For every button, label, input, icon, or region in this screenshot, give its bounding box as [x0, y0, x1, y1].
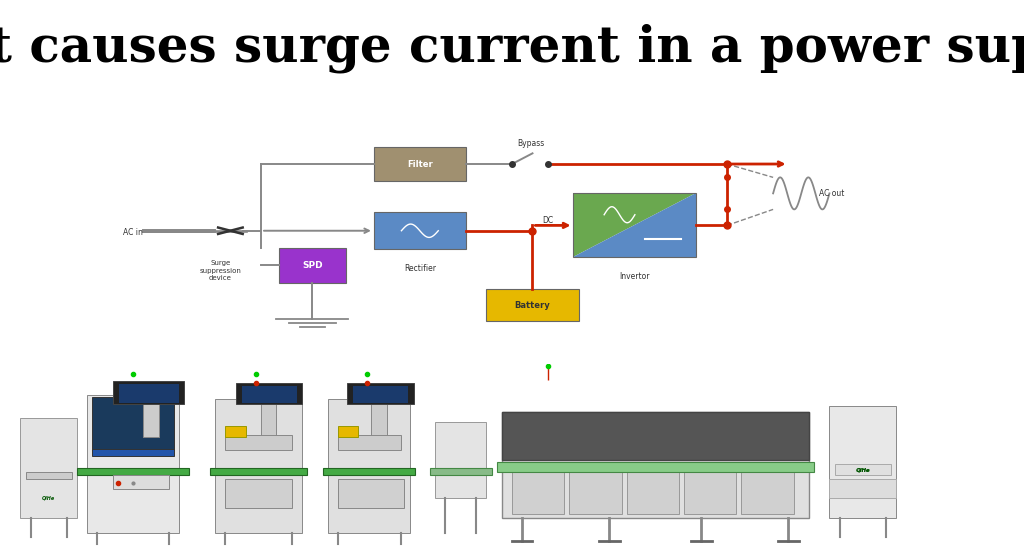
Text: Filter: Filter [407, 160, 433, 168]
FancyBboxPatch shape [92, 397, 174, 450]
Text: Rectifier: Rectifier [403, 264, 436, 272]
FancyBboxPatch shape [210, 468, 307, 475]
Polygon shape [573, 193, 696, 257]
Text: AC out: AC out [819, 189, 845, 198]
FancyBboxPatch shape [279, 248, 345, 283]
FancyBboxPatch shape [241, 385, 297, 403]
FancyBboxPatch shape [328, 399, 411, 533]
FancyBboxPatch shape [512, 464, 564, 514]
FancyBboxPatch shape [684, 464, 736, 514]
FancyBboxPatch shape [215, 399, 302, 533]
Text: QiHe: QiHe [857, 467, 869, 472]
FancyBboxPatch shape [236, 384, 302, 404]
FancyBboxPatch shape [347, 384, 414, 404]
FancyBboxPatch shape [829, 479, 896, 498]
FancyBboxPatch shape [261, 403, 276, 437]
FancyBboxPatch shape [143, 403, 159, 437]
FancyBboxPatch shape [374, 212, 466, 250]
FancyBboxPatch shape [627, 464, 679, 514]
FancyBboxPatch shape [225, 435, 292, 450]
Text: AC in: AC in [123, 227, 143, 236]
FancyBboxPatch shape [113, 475, 169, 489]
Text: Surge
suppression
device: Surge suppression device [200, 260, 241, 281]
Text: Invertor: Invertor [620, 272, 650, 281]
FancyBboxPatch shape [372, 403, 387, 437]
FancyBboxPatch shape [502, 412, 809, 460]
FancyBboxPatch shape [430, 468, 492, 475]
FancyBboxPatch shape [497, 462, 814, 471]
FancyBboxPatch shape [225, 479, 292, 508]
FancyBboxPatch shape [87, 395, 179, 533]
Text: DC: DC [543, 216, 554, 225]
FancyBboxPatch shape [352, 385, 409, 403]
Text: QiHe: QiHe [856, 467, 870, 472]
FancyBboxPatch shape [835, 464, 891, 475]
FancyBboxPatch shape [435, 421, 486, 498]
FancyBboxPatch shape [338, 425, 358, 437]
FancyBboxPatch shape [486, 290, 579, 321]
FancyBboxPatch shape [338, 479, 404, 508]
FancyBboxPatch shape [118, 384, 179, 403]
FancyBboxPatch shape [323, 468, 415, 475]
FancyBboxPatch shape [92, 449, 174, 456]
FancyBboxPatch shape [502, 412, 809, 518]
Text: Bypass: Bypass [517, 139, 544, 148]
FancyBboxPatch shape [569, 464, 622, 514]
Text: QiHe: QiHe [42, 496, 54, 501]
Text: What causes surge current in a power supply?: What causes surge current in a power sup… [0, 24, 1024, 73]
Text: SPD: SPD [302, 261, 323, 270]
FancyBboxPatch shape [374, 147, 466, 181]
FancyBboxPatch shape [741, 464, 794, 514]
FancyBboxPatch shape [113, 381, 184, 404]
FancyBboxPatch shape [225, 425, 246, 437]
FancyBboxPatch shape [829, 406, 896, 518]
Polygon shape [573, 193, 696, 257]
FancyBboxPatch shape [338, 435, 401, 450]
FancyBboxPatch shape [20, 418, 77, 518]
FancyBboxPatch shape [26, 471, 72, 479]
Text: Battery: Battery [515, 301, 550, 310]
FancyBboxPatch shape [77, 468, 189, 475]
